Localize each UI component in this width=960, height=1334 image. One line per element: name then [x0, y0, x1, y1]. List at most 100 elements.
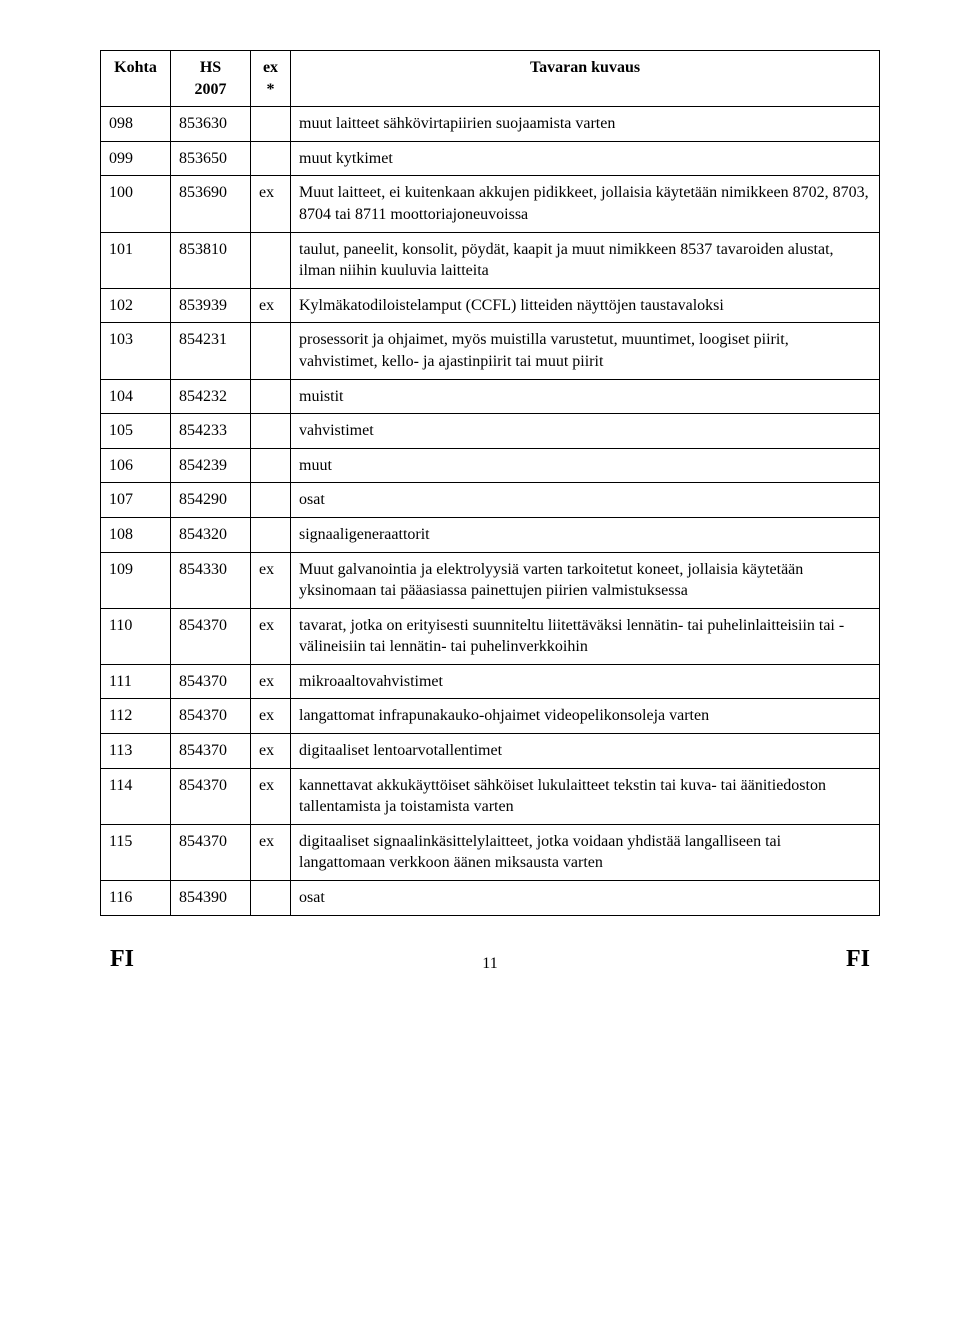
cell-kuvaus: tavarat, jotka on erityisesti suunnitelt… [291, 608, 880, 664]
table-row: 116854390 osat [101, 881, 880, 916]
table-row: 107854290 osat [101, 483, 880, 518]
cell-kohta: 110 [101, 608, 171, 664]
page-footer: FI 11 FI [100, 946, 880, 973]
cell-kuvaus: kannettavat akkukäyttöiset sähköiset luk… [291, 768, 880, 824]
cell-kuvaus: Muut galvanointia ja elektrolyysiä varte… [291, 552, 880, 608]
cell-kuvaus: langattomat infrapunakauko-ohjaimet vide… [291, 699, 880, 734]
table-row: 106854239 muut [101, 448, 880, 483]
footer-left: FI [110, 946, 134, 973]
cell-kohta: 105 [101, 414, 171, 449]
table-row: 099853650 muut kytkimet [101, 141, 880, 176]
cell-hs: 854239 [171, 448, 251, 483]
cell-hs: 854370 [171, 699, 251, 734]
header-hs2007: HS 2007 [171, 51, 251, 107]
cell-ex [251, 483, 291, 518]
cell-hs: 854370 [171, 608, 251, 664]
cell-ex: ex [251, 288, 291, 323]
footer-right: FI [846, 946, 870, 973]
page-number: 11 [482, 955, 497, 973]
cell-kuvaus: mikroaaltovahvistimet [291, 664, 880, 699]
cell-hs: 854290 [171, 483, 251, 518]
header-ex-line1: ex [259, 57, 282, 79]
cell-kuvaus: muut kytkimet [291, 141, 880, 176]
header-kuvaus: Tavaran kuvaus [291, 51, 880, 107]
cell-hs: 854370 [171, 768, 251, 824]
table-header-row: Kohta HS 2007 ex * Tavaran kuvaus [101, 51, 880, 107]
cell-ex: ex [251, 664, 291, 699]
cell-kuvaus: muut [291, 448, 880, 483]
cell-hs: 854231 [171, 323, 251, 379]
header-kohta: Kohta [101, 51, 171, 107]
cell-kuvaus: taulut, paneelit, konsolit, pöydät, kaap… [291, 232, 880, 288]
cell-ex [251, 448, 291, 483]
cell-kohta: 100 [101, 176, 171, 232]
cell-kohta: 113 [101, 734, 171, 769]
cell-kohta: 112 [101, 699, 171, 734]
cell-kuvaus: muistit [291, 379, 880, 414]
cell-kohta: 114 [101, 768, 171, 824]
cell-ex [251, 379, 291, 414]
cell-kuvaus: osat [291, 881, 880, 916]
table-row: 108854320 signaaligeneraattorit [101, 517, 880, 552]
cell-ex: ex [251, 768, 291, 824]
cell-kuvaus: osat [291, 483, 880, 518]
cell-kuvaus: Kylmäkatodiloistelamput (CCFL) litteiden… [291, 288, 880, 323]
cell-ex [251, 141, 291, 176]
cell-hs: 853690 [171, 176, 251, 232]
cell-ex [251, 881, 291, 916]
cell-kohta: 106 [101, 448, 171, 483]
table-row: 105854233 vahvistimet [101, 414, 880, 449]
table-row: 110854370extavarat, jotka on erityisesti… [101, 608, 880, 664]
cell-hs: 854233 [171, 414, 251, 449]
cell-kohta: 099 [101, 141, 171, 176]
cell-kuvaus: digitaaliset lentoarvotallentimet [291, 734, 880, 769]
cell-hs: 854370 [171, 824, 251, 880]
table-row: 115854370exdigitaaliset signaalinkäsitte… [101, 824, 880, 880]
cell-hs: 854370 [171, 734, 251, 769]
cell-kuvaus: vahvistimet [291, 414, 880, 449]
cell-kuvaus: signaaligeneraattorit [291, 517, 880, 552]
cell-hs: 853810 [171, 232, 251, 288]
cell-kuvaus: digitaaliset signaalinkäsittelylaitteet,… [291, 824, 880, 880]
cell-kuvaus: prosessorit ja ohjaimet, myös muistilla … [291, 323, 880, 379]
cell-ex [251, 232, 291, 288]
cell-kohta: 103 [101, 323, 171, 379]
cell-kohta: 111 [101, 664, 171, 699]
cell-kohta: 107 [101, 483, 171, 518]
cell-hs: 853650 [171, 141, 251, 176]
table-row: 114854370exkannettavat akkukäyttöiset sä… [101, 768, 880, 824]
cell-hs: 854370 [171, 664, 251, 699]
table-row: 104854232 muistit [101, 379, 880, 414]
data-table: Kohta HS 2007 ex * Tavaran kuvaus 098853… [100, 50, 880, 916]
cell-hs: 854390 [171, 881, 251, 916]
cell-kohta: 098 [101, 107, 171, 142]
cell-ex: ex [251, 608, 291, 664]
cell-ex [251, 517, 291, 552]
header-ex: ex * [251, 51, 291, 107]
cell-kohta: 102 [101, 288, 171, 323]
cell-ex: ex [251, 699, 291, 734]
cell-hs: 854320 [171, 517, 251, 552]
table-row: 101853810 taulut, paneelit, konsolit, pöy… [101, 232, 880, 288]
cell-kohta: 104 [101, 379, 171, 414]
header-hs-line1: HS [179, 57, 242, 79]
cell-hs: 853939 [171, 288, 251, 323]
cell-hs: 854232 [171, 379, 251, 414]
cell-ex: ex [251, 824, 291, 880]
cell-kohta: 101 [101, 232, 171, 288]
header-ex-line2: * [259, 79, 282, 101]
table-row: 100853690exMuut laitteet, ei kuitenkaan … [101, 176, 880, 232]
table-row: 112854370exlangattomat infrapunakauko-oh… [101, 699, 880, 734]
cell-kuvaus: Muut laitteet, ei kuitenkaan akkujen pid… [291, 176, 880, 232]
cell-hs: 853630 [171, 107, 251, 142]
table-row: 103854231 prosessorit ja ohjaimet, myös m… [101, 323, 880, 379]
cell-kuvaus: muut laitteet sähkövirtapiirien suojaami… [291, 107, 880, 142]
cell-ex [251, 414, 291, 449]
cell-ex: ex [251, 176, 291, 232]
cell-kohta: 108 [101, 517, 171, 552]
cell-kohta: 116 [101, 881, 171, 916]
cell-ex: ex [251, 552, 291, 608]
table-row: 098853630 muut laitteet sähkövirtapiirien… [101, 107, 880, 142]
table-row: 102853939exKylmäkatodiloistelamput (CCFL… [101, 288, 880, 323]
cell-kohta: 115 [101, 824, 171, 880]
